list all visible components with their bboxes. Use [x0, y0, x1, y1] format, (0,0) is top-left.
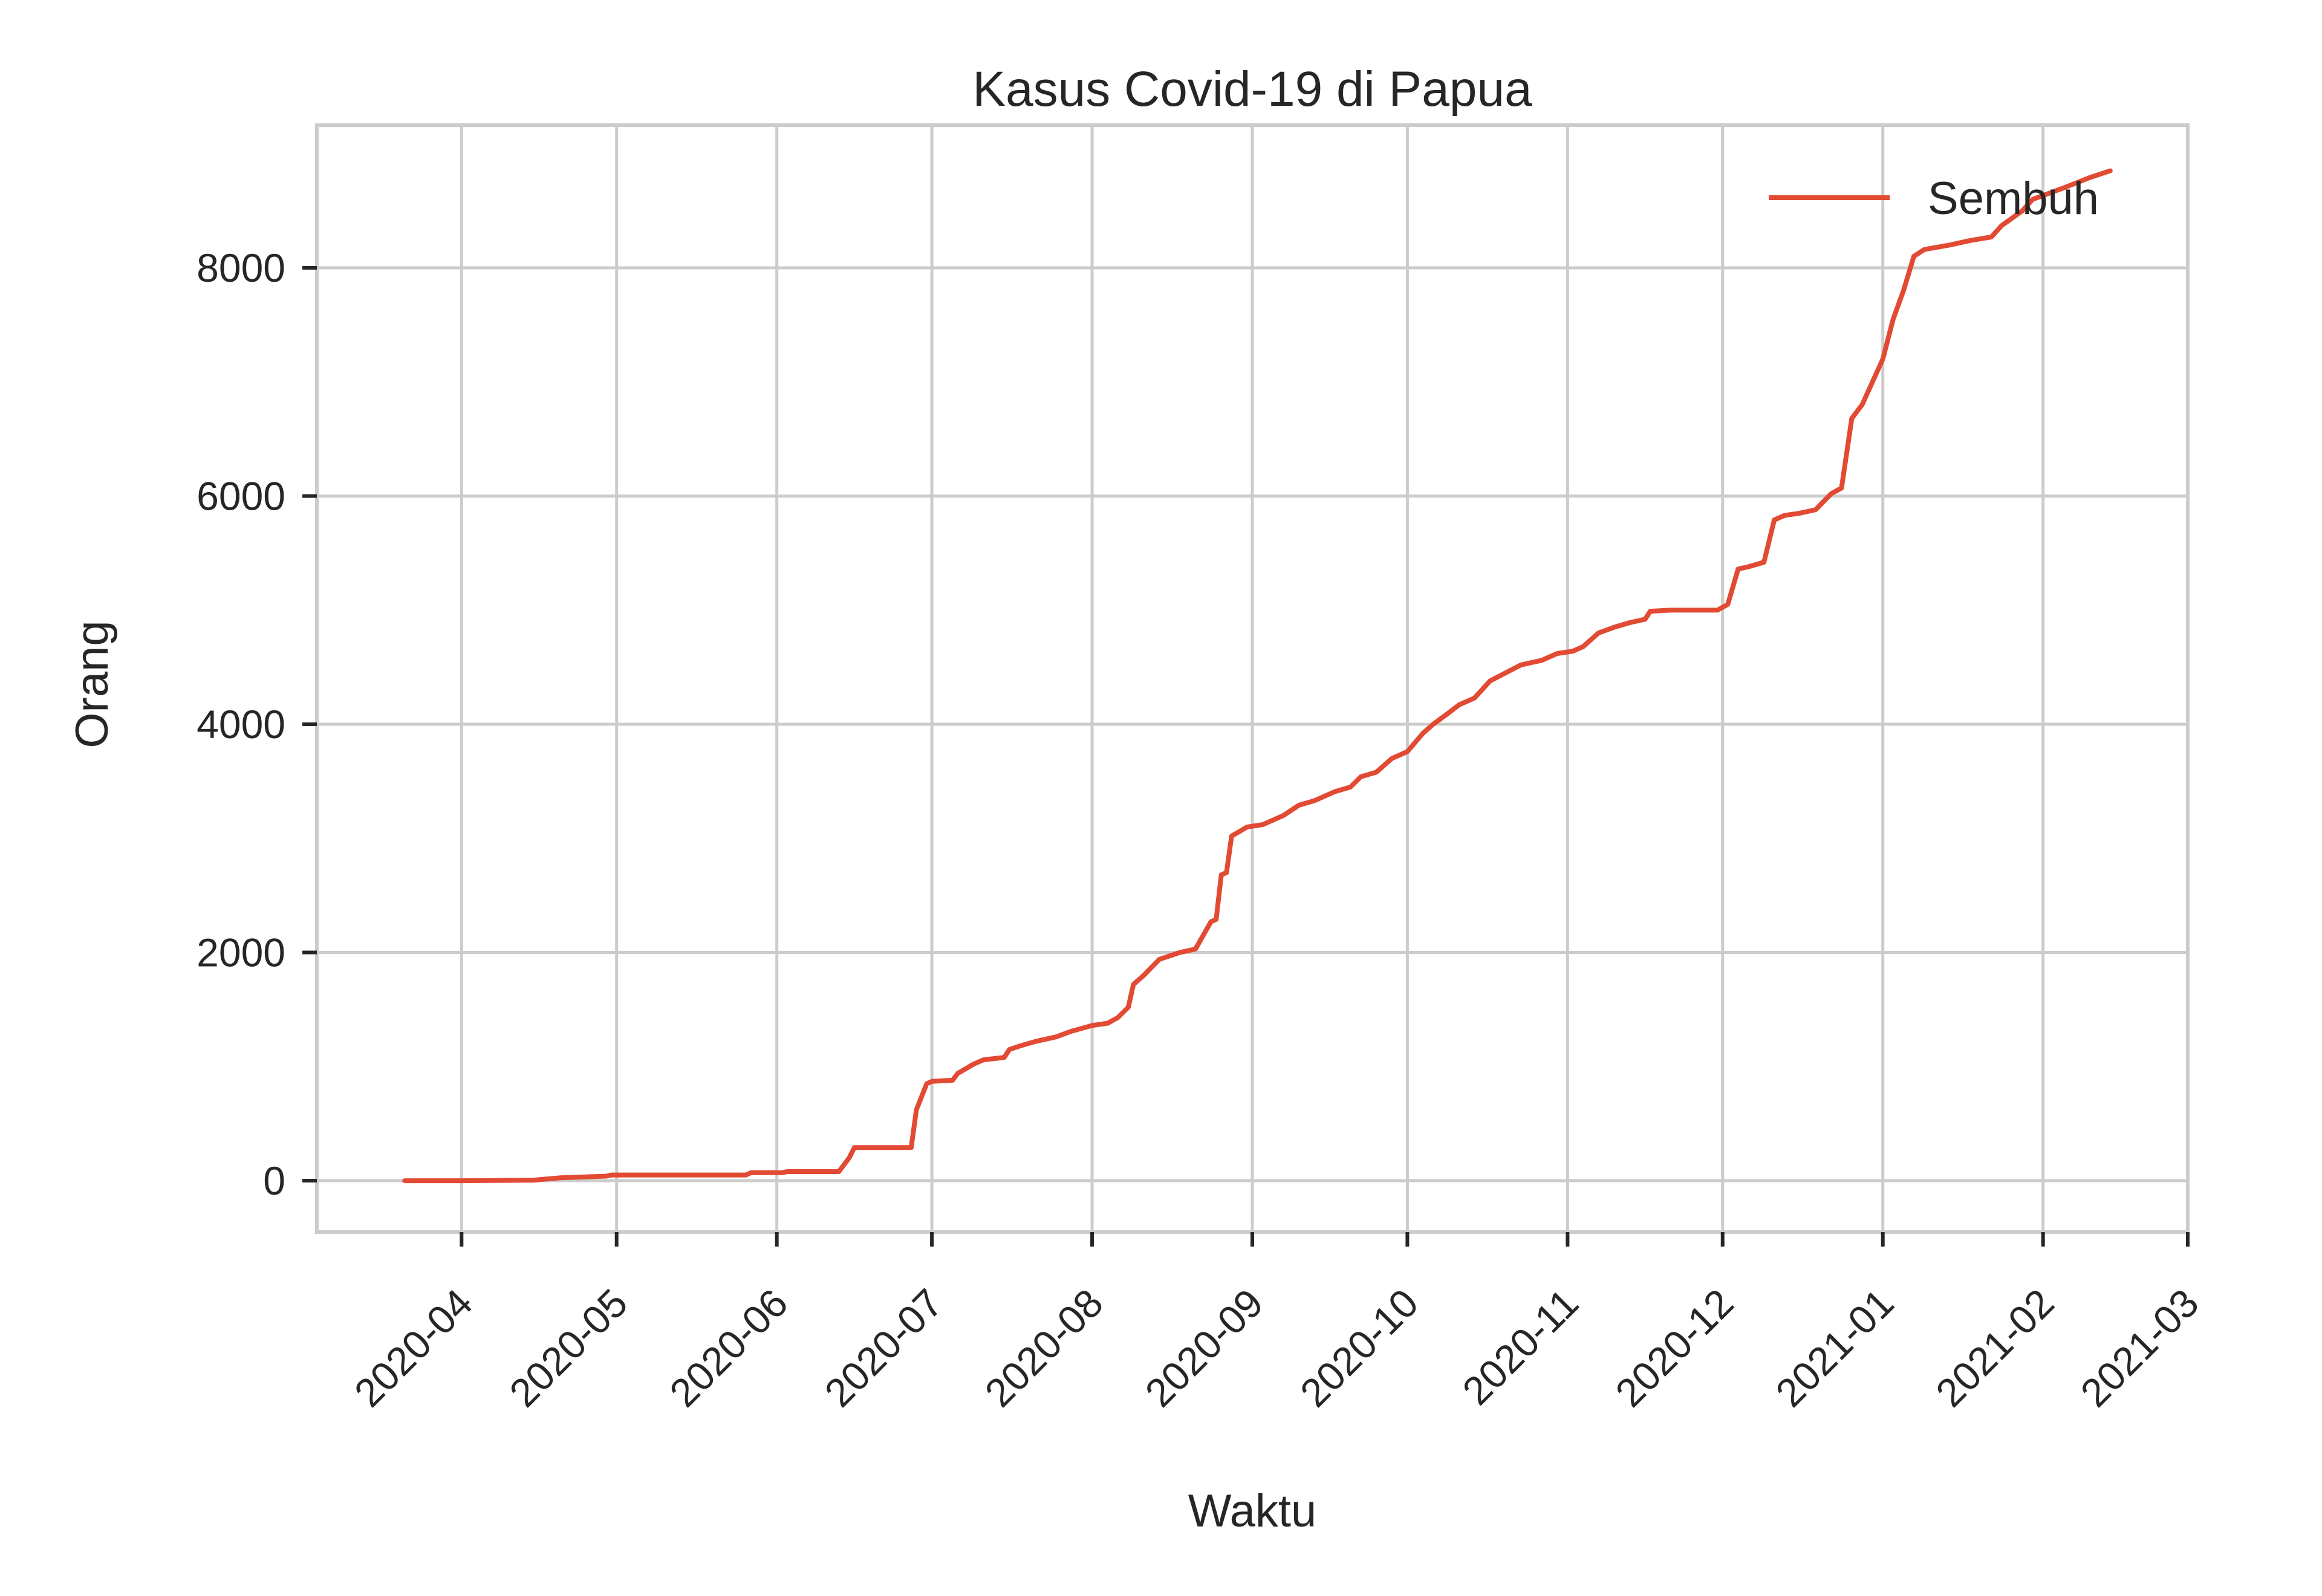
- x-tick-label: 2021-02: [1927, 1280, 2063, 1416]
- legend-label-sembuh: Sembuh: [1928, 173, 2099, 224]
- x-tick-label: 2020-06: [661, 1280, 796, 1416]
- x-tick-label: 2020-05: [501, 1280, 636, 1416]
- x-tick-label: 2020-07: [816, 1280, 951, 1416]
- x-tick-label: 2020-08: [976, 1280, 1111, 1416]
- x-tick-label: 2021-03: [2072, 1280, 2207, 1416]
- y-tick-label: 8000: [197, 245, 285, 290]
- series-layer: [402, 168, 2113, 1184]
- y-tick-label: 0: [263, 1158, 285, 1203]
- y-tick-label: 2000: [197, 930, 285, 975]
- x-tick-label: 2020-11: [1454, 1280, 1587, 1413]
- x-tick-label: 2020-10: [1292, 1280, 1427, 1416]
- y-axis-label: Orang: [67, 620, 118, 748]
- y-tick-label: 4000: [197, 702, 285, 747]
- legend: Sembuh: [1769, 173, 2099, 224]
- x-tick-label: 2020-09: [1136, 1280, 1272, 1416]
- y-tick-label: 6000: [197, 473, 285, 518]
- x-tick-label: 2021-01: [1767, 1280, 1902, 1416]
- series-line-sembuh: [402, 168, 2113, 1184]
- axis-ticks: 2020-04 2020-05 2020-06 2020-07 2020-08 2020-…: [197, 245, 2207, 1415]
- x-tick-label: 2020-04: [346, 1280, 481, 1416]
- x-tick-label: 2020-12: [1607, 1280, 1742, 1416]
- x-axis-label: Waktu: [1188, 1485, 1317, 1537]
- chart-title: Kasus Covid-19 di Papua: [972, 62, 1532, 117]
- grid: [317, 125, 2190, 1232]
